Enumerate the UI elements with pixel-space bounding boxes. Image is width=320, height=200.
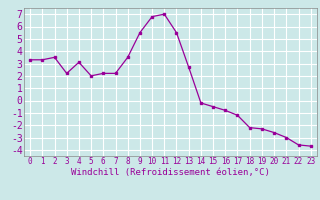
X-axis label: Windchill (Refroidissement éolien,°C): Windchill (Refroidissement éolien,°C) (71, 168, 270, 177)
